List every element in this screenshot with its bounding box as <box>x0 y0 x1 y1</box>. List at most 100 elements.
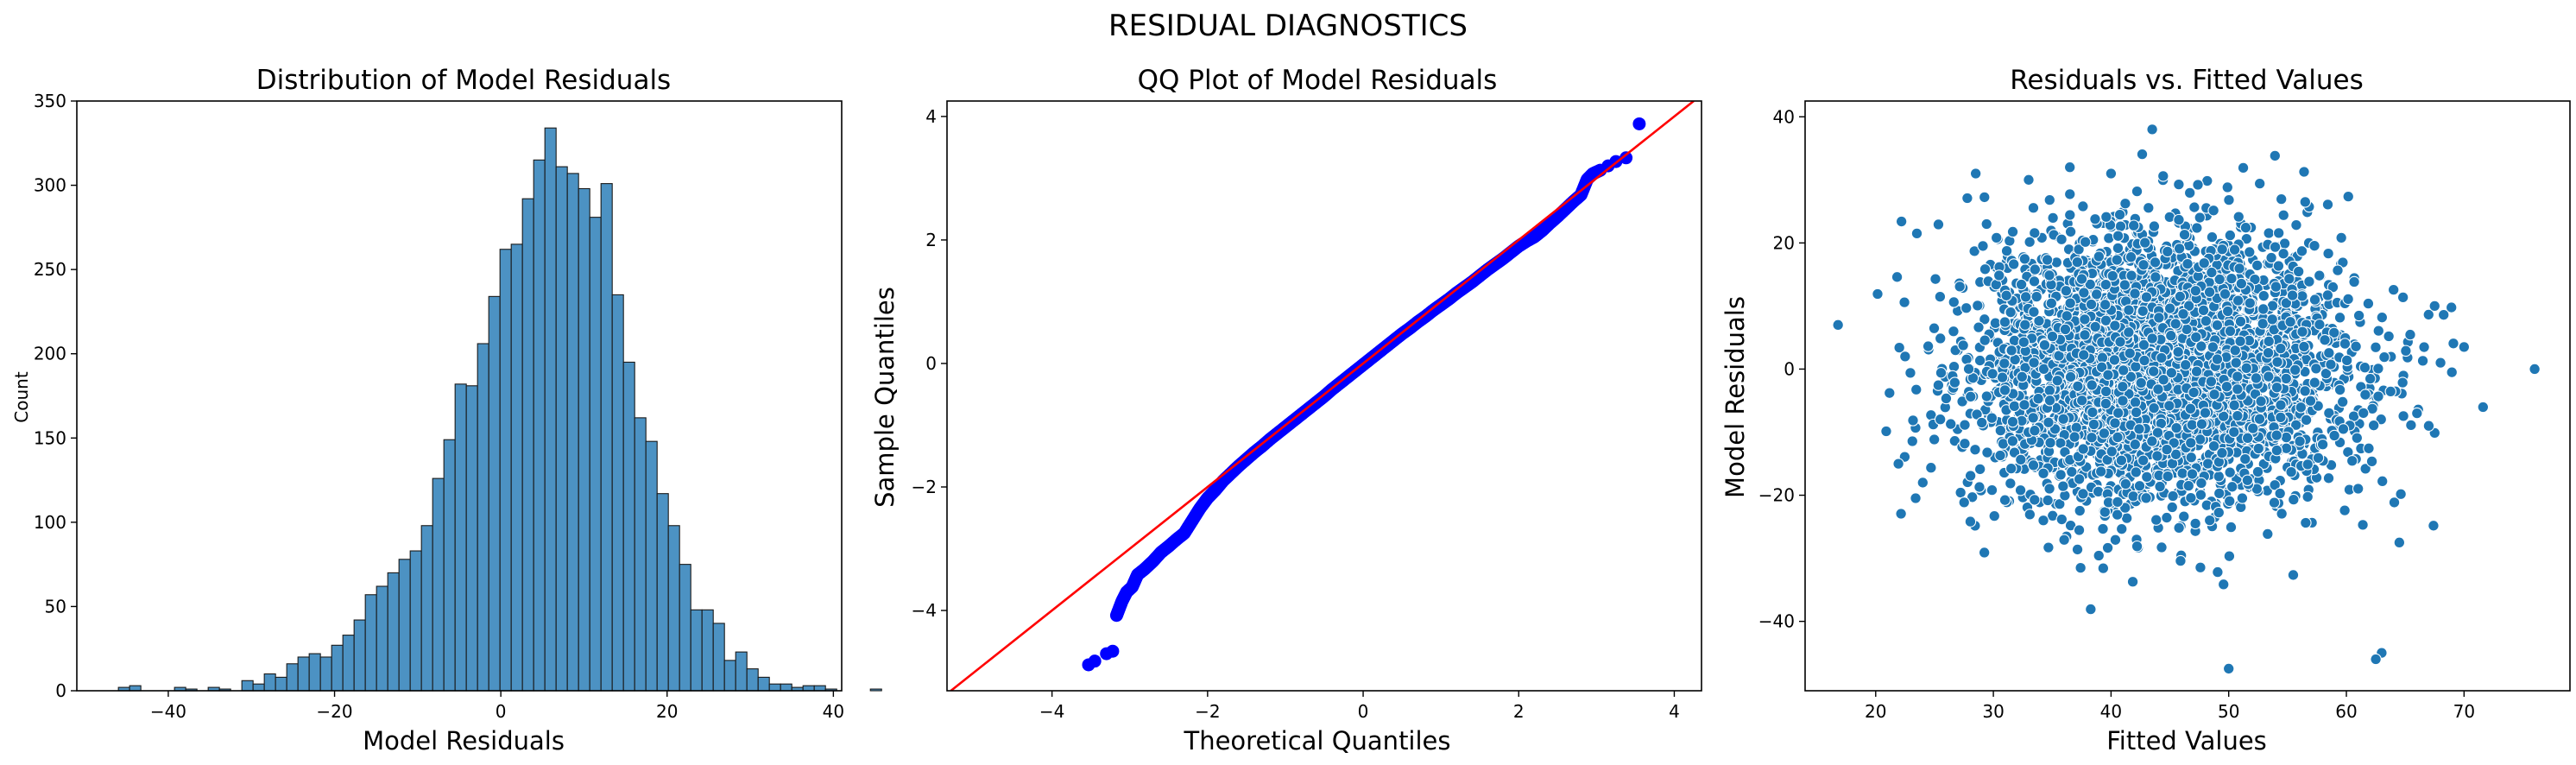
rvf-point <box>2370 341 2382 354</box>
rvf-point <box>2093 250 2106 262</box>
rvf-point <box>2220 380 2233 393</box>
rvf-point <box>2404 328 2416 341</box>
rvf-point <box>1979 191 1991 204</box>
rvf-point <box>2089 320 2101 333</box>
rvf-point <box>2251 465 2264 478</box>
rvf-point <box>2146 332 2158 345</box>
rvf-point <box>2173 243 2186 255</box>
rvf-point <box>2232 409 2244 422</box>
histogram-bar <box>679 564 691 692</box>
histogram-bar <box>297 656 310 692</box>
rvf-point <box>2073 243 2085 256</box>
rvf-point <box>2006 435 2019 447</box>
rvf-point <box>2232 294 2245 307</box>
rvf-point <box>2321 289 2334 301</box>
rvf-point <box>2224 229 2237 242</box>
y-tick-label: 4 <box>925 106 937 127</box>
rvf-point <box>2098 427 2111 439</box>
rvf-point <box>2007 258 2020 270</box>
rvf-point <box>2194 212 2207 224</box>
rvf-point <box>2162 470 2174 483</box>
qq-frame <box>946 100 1702 692</box>
rvf-point <box>2226 272 2238 285</box>
x-tick-label: 20 <box>1865 701 1886 722</box>
rvf-point <box>2346 455 2358 467</box>
rvf-point <box>1975 416 1988 429</box>
rvf-point <box>2359 463 2371 475</box>
rvf-point <box>2099 385 2112 398</box>
rvf-point <box>2024 509 2036 521</box>
rvf-point <box>2118 279 2131 291</box>
rvf-point <box>2396 291 2409 304</box>
rvf-point <box>2133 480 2146 492</box>
rvf-point <box>2299 196 2312 208</box>
rvf-point <box>2232 370 2244 382</box>
rvf-point <box>2336 395 2349 408</box>
rvf-point <box>2015 278 2028 291</box>
rvf-point <box>1994 424 2007 437</box>
rvf-point <box>2251 259 2263 272</box>
rvf-point <box>1954 486 1967 499</box>
histogram-bar <box>364 594 377 692</box>
rvf-point <box>2216 446 2228 459</box>
histogram-bar <box>723 660 736 692</box>
histogram-bar <box>780 683 792 692</box>
qq-panel: QQ Plot of Model Residuals Theoretical Q… <box>870 65 1702 756</box>
rvf-point <box>2051 375 2064 387</box>
figure-suptitle: RESIDUAL DIAGNOSTICS <box>1108 9 1468 43</box>
rvf-point <box>2102 369 2114 382</box>
rvf-point <box>1994 449 2006 462</box>
rvf-point <box>2283 273 2295 285</box>
rvf-point <box>2138 354 2150 367</box>
rvf-point <box>1932 379 1945 391</box>
rvf-point <box>2212 566 2224 578</box>
histogram-bar <box>241 680 254 692</box>
rvf-point <box>2028 357 2040 369</box>
rvf-point <box>2225 521 2238 534</box>
rvf-point <box>2280 431 2293 444</box>
rvf-point <box>2445 301 2458 313</box>
rvf-point <box>2185 437 2197 449</box>
rvf-point <box>2037 514 2049 527</box>
rvf-point <box>2189 517 2201 530</box>
rvf-point <box>2207 439 2220 452</box>
rvf-point <box>2235 277 2248 290</box>
rvf-point <box>2156 351 2168 364</box>
rvf-point <box>2114 220 2127 232</box>
rvf-point <box>2148 220 2161 232</box>
rvf-point <box>1960 301 1973 314</box>
rvf-point <box>2184 402 2197 415</box>
x-tick-label: −40 <box>150 701 186 722</box>
rvf-point <box>2064 370 2077 383</box>
rvf-point <box>2042 416 2055 429</box>
rvf-point <box>2125 269 2137 281</box>
histogram-bar <box>521 198 534 692</box>
rvf-point <box>1964 470 1977 482</box>
rvf-point <box>2416 355 2429 367</box>
rvf-point <box>2250 372 2263 384</box>
histogram-bar <box>757 676 770 692</box>
rvf-point <box>2437 308 2450 321</box>
rvf-point <box>2167 490 2179 503</box>
x-tick-label: 20 <box>656 701 678 722</box>
rvf-point <box>2257 318 2269 330</box>
rvf-point <box>2321 199 2334 211</box>
x-tick-label: 0 <box>1358 701 1369 722</box>
rvf-point <box>1944 418 1957 430</box>
x-tick-label: 60 <box>2335 701 2357 722</box>
rvf-point <box>2328 326 2340 339</box>
rvf-point <box>2046 330 2059 343</box>
rvf-point <box>2237 161 2250 174</box>
histogram-bar <box>578 187 590 692</box>
rvf-point <box>1964 515 1977 528</box>
rvf-point <box>1986 484 1998 496</box>
rvf-point <box>2186 468 2199 480</box>
histogram-bars <box>117 127 882 692</box>
rvf-point <box>2405 419 2417 432</box>
rvf-point <box>2418 341 2430 353</box>
rvf-point <box>2197 304 2210 317</box>
rvf-point <box>2265 251 2277 264</box>
y-tick-label: 300 <box>34 175 66 196</box>
y-tick-label: −20 <box>1758 485 1795 506</box>
rvf-point <box>2358 361 2371 374</box>
